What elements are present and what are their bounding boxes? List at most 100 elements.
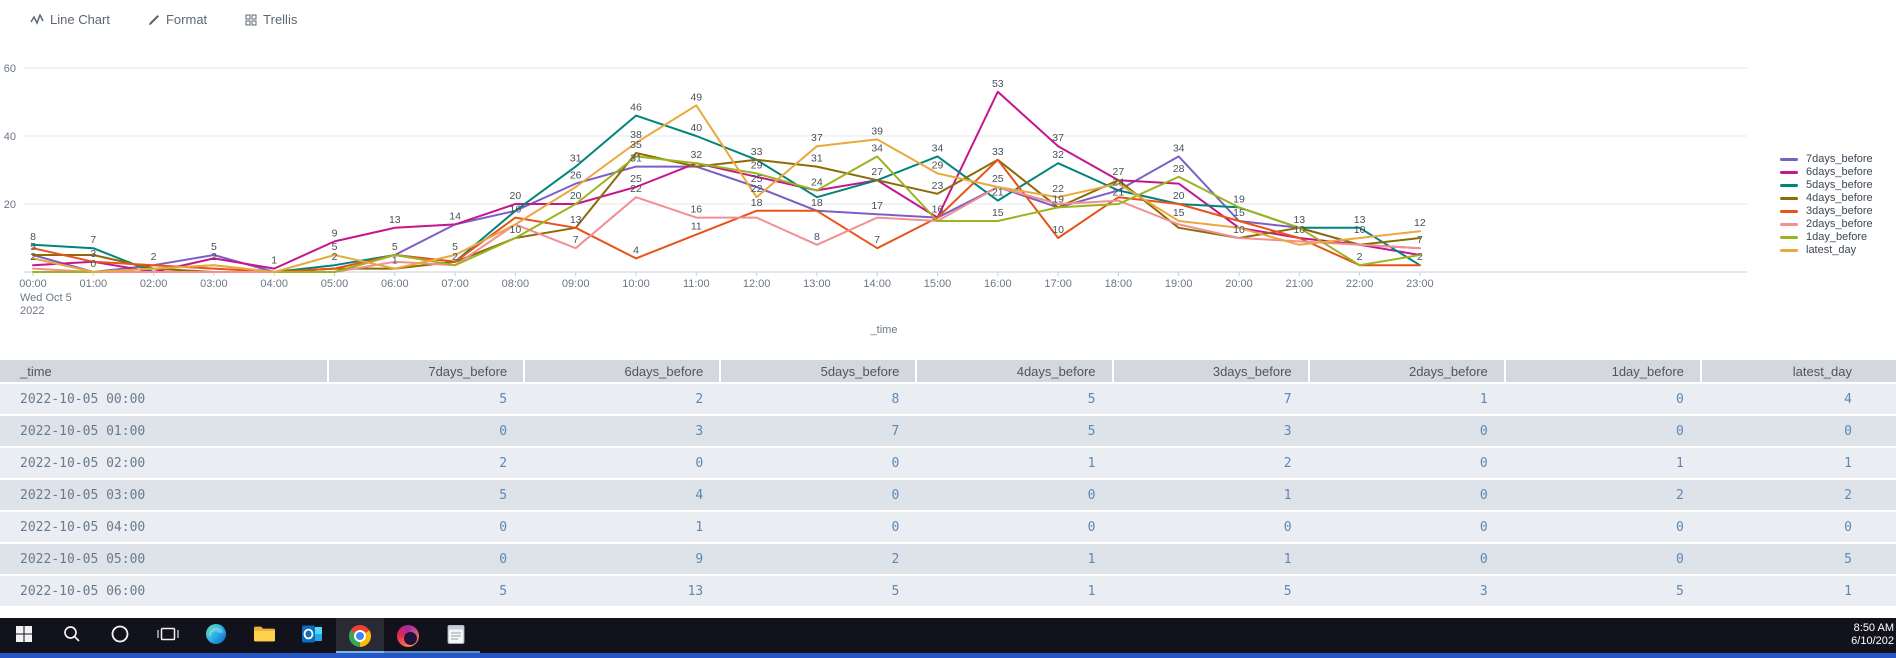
legend-item-4days_before[interactable]: 4days_before: [1780, 193, 1873, 204]
cell-value[interactable]: 5: [915, 416, 1112, 446]
cell-time[interactable]: 2022-10-05 04:00: [0, 512, 327, 542]
edge-browser-button[interactable]: [192, 618, 240, 653]
cell-value[interactable]: 0: [523, 448, 720, 478]
cell-value[interactable]: 5: [1699, 544, 1896, 574]
cell-time[interactable]: 2022-10-05 06:00: [0, 576, 327, 606]
cell-time[interactable]: 2022-10-05 05:00: [0, 544, 327, 574]
cell-value[interactable]: 0: [1307, 544, 1504, 574]
cell-value[interactable]: 0: [327, 512, 524, 542]
cell-value[interactable]: 0: [1307, 480, 1504, 510]
cell-value[interactable]: 1: [1307, 384, 1504, 414]
cell-value[interactable]: 4: [1699, 384, 1896, 414]
column-header-latest_day[interactable]: latest_day: [1699, 360, 1896, 382]
notepad-button[interactable]: [432, 618, 480, 653]
cell-value[interactable]: 5: [327, 576, 524, 606]
cell-time[interactable]: 2022-10-05 02:00: [0, 448, 327, 478]
cell-value[interactable]: 1: [915, 448, 1112, 478]
cell-value[interactable]: 1: [1503, 448, 1700, 478]
cell-value[interactable]: 0: [1307, 416, 1504, 446]
file-explorer-button[interactable]: [240, 618, 288, 653]
line-chart-panel[interactable]: 20 40 60 00:00 01:00 02:00 03:00 04:00 05:00 06:0…: [0, 0, 1896, 350]
legend-item-6days_before[interactable]: 6days_before: [1780, 167, 1873, 178]
cell-value[interactable]: 2: [327, 448, 524, 478]
cell-value[interactable]: 1: [1111, 544, 1308, 574]
line-chart-tab[interactable]: Line Chart: [30, 12, 110, 27]
cell-value[interactable]: 0: [1503, 512, 1700, 542]
series-line-7days_before[interactable]: [32, 155, 1421, 273]
cell-value[interactable]: 0: [1307, 448, 1504, 478]
cell-value[interactable]: 0: [1503, 544, 1700, 574]
legend-item-latest_day[interactable]: latest_day: [1780, 245, 1873, 256]
cell-value[interactable]: 3: [1307, 576, 1504, 606]
column-header-_time[interactable]: _time: [0, 360, 327, 382]
cell-value[interactable]: 1: [915, 576, 1112, 606]
column-header-5days_before[interactable]: 5days_before: [719, 360, 916, 382]
cell-value[interactable]: 2: [719, 544, 916, 574]
cell-value[interactable]: 0: [719, 512, 916, 542]
cell-value[interactable]: 5: [1503, 576, 1700, 606]
column-header-6days_before[interactable]: 6days_before: [523, 360, 720, 382]
column-header-4days_before[interactable]: 4days_before: [915, 360, 1112, 382]
cell-value[interactable]: 5: [915, 384, 1112, 414]
cell-time[interactable]: 2022-10-05 03:00: [0, 480, 327, 510]
cell-value[interactable]: 7: [719, 416, 916, 446]
cell-time[interactable]: 2022-10-05 00:00: [0, 384, 327, 414]
cell-value[interactable]: 3: [523, 416, 720, 446]
cell-value[interactable]: 5: [327, 480, 524, 510]
cell-value[interactable]: 2: [523, 384, 720, 414]
cell-value[interactable]: 1: [1699, 448, 1896, 478]
cell-value[interactable]: 2: [1699, 480, 1896, 510]
column-header-1day_before[interactable]: 1day_before: [1503, 360, 1700, 382]
cell-value[interactable]: 4: [523, 480, 720, 510]
cell-value[interactable]: 0: [1699, 416, 1896, 446]
cell-value[interactable]: 7: [1111, 384, 1308, 414]
cell-value[interactable]: 0: [719, 480, 916, 510]
cell-value[interactable]: 2: [1503, 480, 1700, 510]
firefox-button[interactable]: [384, 618, 432, 653]
column-header-7days_before[interactable]: 7days_before: [327, 360, 524, 382]
column-header-2days_before[interactable]: 2days_before: [1307, 360, 1504, 382]
chrome-button[interactable]: [336, 618, 384, 653]
outlook-button[interactable]: [288, 618, 336, 653]
cell-value[interactable]: 0: [1503, 416, 1700, 446]
search-button[interactable]: [48, 618, 96, 653]
series-line-6days_before[interactable]: [32, 90, 1421, 273]
legend-item-7days_before[interactable]: 7days_before: [1780, 154, 1873, 165]
cell-value[interactable]: 0: [1503, 384, 1700, 414]
legend-item-1day_before[interactable]: 1day_before: [1780, 232, 1873, 243]
cell-value[interactable]: 0: [915, 512, 1112, 542]
legend-item-5days_before[interactable]: 5days_before: [1780, 180, 1873, 191]
cell-value[interactable]: 0: [1111, 512, 1308, 542]
format-button[interactable]: Format: [148, 12, 207, 27]
cell-value[interactable]: 0: [327, 416, 524, 446]
cell-value[interactable]: 1: [1111, 480, 1308, 510]
cell-value[interactable]: 1: [915, 544, 1112, 574]
legend-item-2days_before[interactable]: 2days_before: [1780, 219, 1873, 230]
cell-value[interactable]: 2: [1111, 448, 1308, 478]
cell-value[interactable]: 5: [719, 576, 916, 606]
series-line-2days_before[interactable]: [32, 186, 1421, 273]
cortana-button[interactable]: [96, 618, 144, 653]
task-view-button[interactable]: [144, 618, 192, 653]
cell-value[interactable]: 1: [1699, 576, 1896, 606]
column-header-3days_before[interactable]: 3days_before: [1111, 360, 1308, 382]
cell-value[interactable]: 0: [915, 480, 1112, 510]
legend-item-3days_before[interactable]: 3days_before: [1780, 206, 1873, 217]
cell-value[interactable]: 0: [719, 448, 916, 478]
series-line-latest_day[interactable]: [32, 104, 1421, 273]
cell-value[interactable]: 13: [523, 576, 720, 606]
taskbar-clock[interactable]: 8:50 AM 6/10/202: [1830, 618, 1896, 653]
cell-value[interactable]: 5: [327, 384, 524, 414]
cell-value[interactable]: 0: [327, 544, 524, 574]
cell-value[interactable]: 5: [1111, 576, 1308, 606]
start-button[interactable]: [0, 618, 48, 653]
cell-value[interactable]: 0: [1699, 512, 1896, 542]
cell-value[interactable]: 3: [1111, 416, 1308, 446]
cell-value[interactable]: 8: [719, 384, 916, 414]
cell-value[interactable]: 0: [1307, 512, 1504, 542]
trellis-button[interactable]: Trellis: [245, 12, 297, 27]
cell-time[interactable]: 2022-10-05 01:00: [0, 416, 327, 446]
cell-value[interactable]: 1: [523, 512, 720, 542]
cell-value[interactable]: 9: [523, 544, 720, 574]
